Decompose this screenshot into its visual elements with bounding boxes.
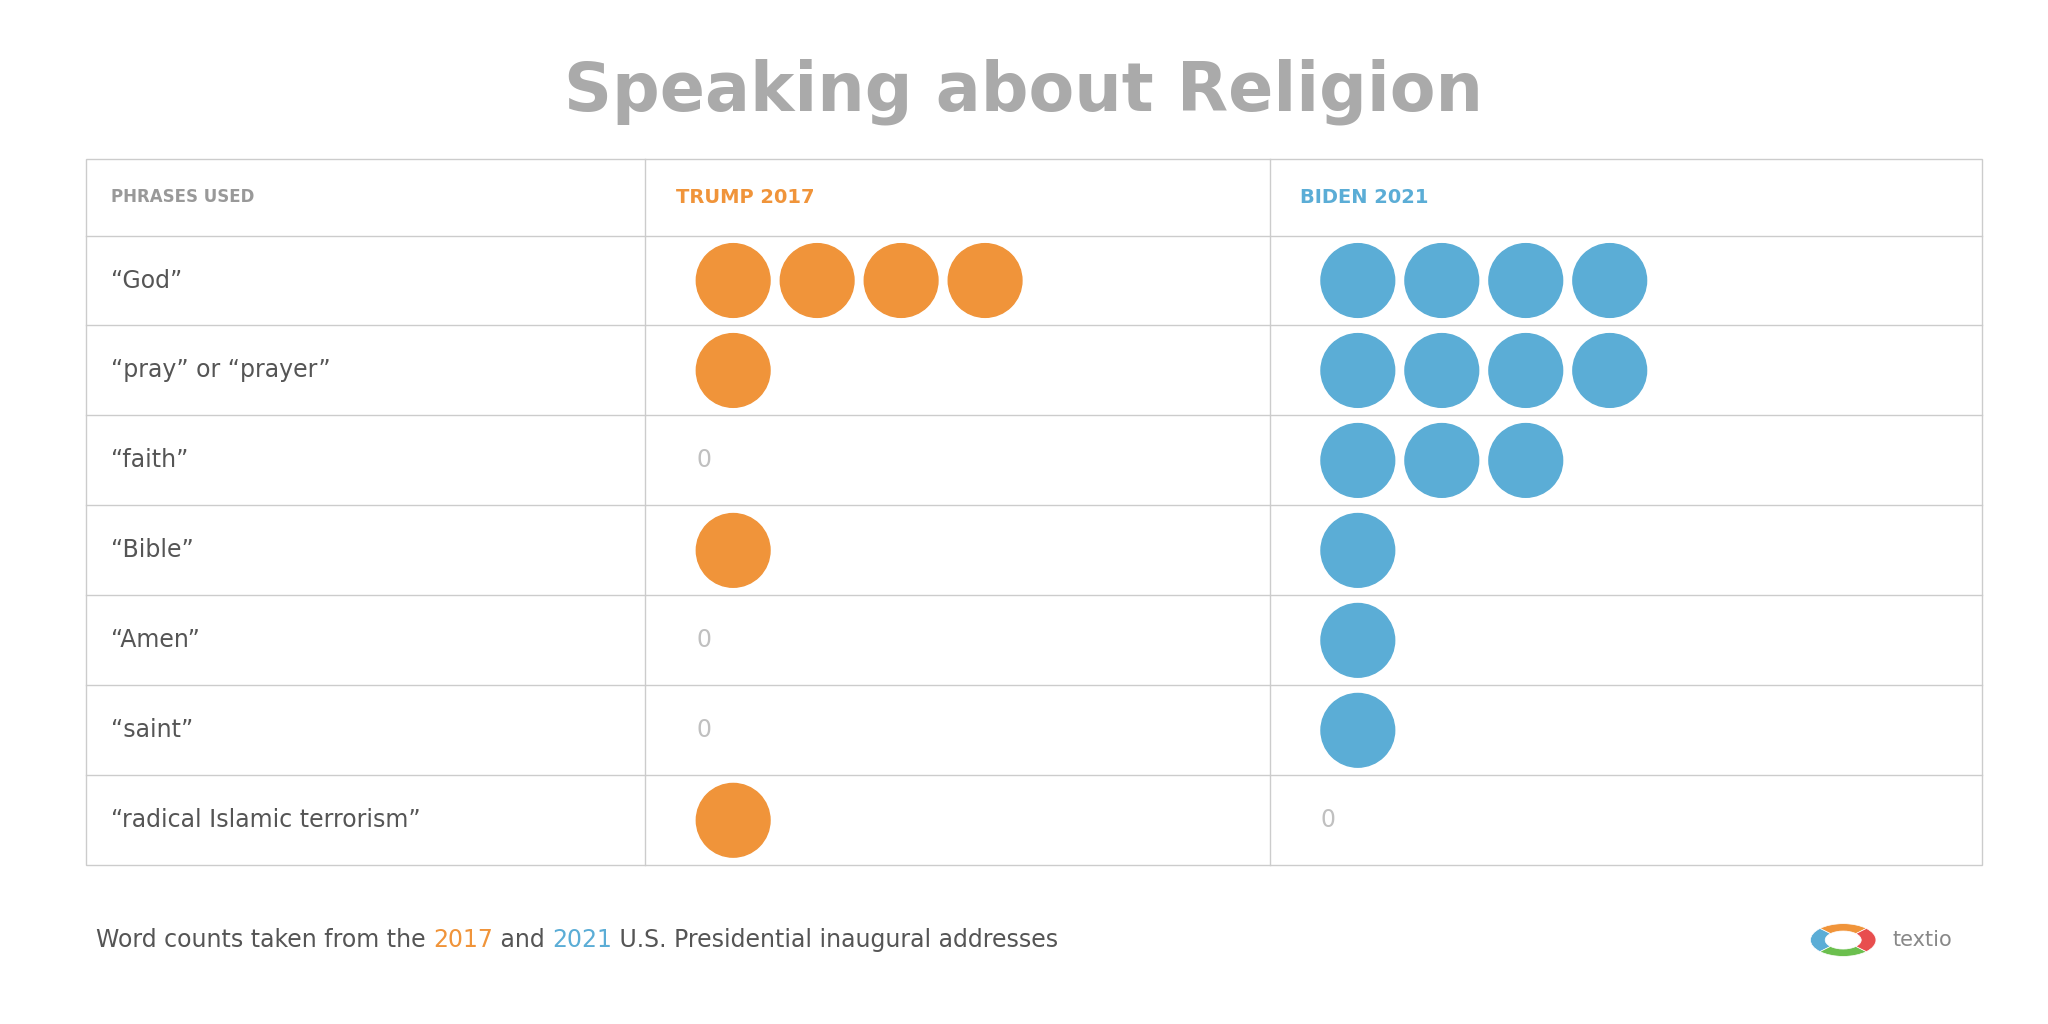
Text: 0: 0: [1321, 808, 1335, 833]
Text: “radical Islamic terrorism”: “radical Islamic terrorism”: [111, 808, 420, 833]
Ellipse shape: [1321, 603, 1395, 677]
Text: TRUMP 2017: TRUMP 2017: [676, 187, 815, 207]
Text: “God”: “God”: [111, 268, 182, 293]
Text: 0: 0: [696, 718, 711, 742]
Text: Speaking about Religion: Speaking about Religion: [565, 59, 1483, 125]
Ellipse shape: [1321, 334, 1395, 408]
Ellipse shape: [696, 334, 770, 408]
Text: textio: textio: [1892, 930, 1952, 950]
Ellipse shape: [696, 783, 770, 857]
Ellipse shape: [864, 244, 938, 317]
Ellipse shape: [1405, 334, 1479, 408]
Wedge shape: [1855, 929, 1876, 951]
Ellipse shape: [1489, 424, 1563, 498]
Ellipse shape: [1489, 334, 1563, 408]
Text: PHRASES USED: PHRASES USED: [111, 188, 254, 206]
Text: “Bible”: “Bible”: [111, 539, 193, 562]
Ellipse shape: [1405, 244, 1479, 317]
Wedge shape: [1810, 929, 1831, 951]
Bar: [86, 159, 1982, 865]
Text: and: and: [494, 928, 553, 952]
Text: 0: 0: [696, 449, 711, 472]
Ellipse shape: [696, 244, 770, 317]
Text: Word counts taken from the: Word counts taken from the: [96, 928, 434, 952]
Ellipse shape: [1573, 334, 1647, 408]
Wedge shape: [1821, 946, 1866, 956]
Text: BIDEN 2021: BIDEN 2021: [1300, 187, 1430, 207]
Text: “faith”: “faith”: [111, 449, 188, 472]
Ellipse shape: [1405, 424, 1479, 498]
Text: “saint”: “saint”: [111, 718, 193, 742]
Text: 2017: 2017: [434, 928, 494, 952]
Ellipse shape: [1321, 514, 1395, 587]
Ellipse shape: [1321, 424, 1395, 498]
Ellipse shape: [1573, 244, 1647, 317]
Ellipse shape: [696, 514, 770, 587]
Ellipse shape: [1489, 244, 1563, 317]
Text: 0: 0: [696, 629, 711, 652]
Text: “pray” or “prayer”: “pray” or “prayer”: [111, 358, 330, 383]
Text: U.S. Presidential inaugural addresses: U.S. Presidential inaugural addresses: [612, 928, 1059, 952]
Text: “Amen”: “Amen”: [111, 629, 199, 652]
Ellipse shape: [948, 244, 1022, 317]
Ellipse shape: [1321, 693, 1395, 767]
Text: 2021: 2021: [553, 928, 612, 952]
Ellipse shape: [1321, 244, 1395, 317]
Ellipse shape: [780, 244, 854, 317]
Wedge shape: [1821, 924, 1866, 934]
